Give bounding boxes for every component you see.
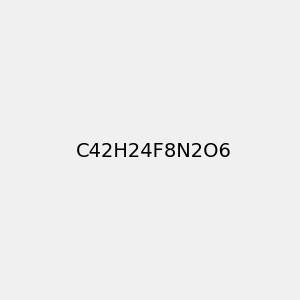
Text: C42H24F8N2O6: C42H24F8N2O6 — [76, 142, 232, 161]
